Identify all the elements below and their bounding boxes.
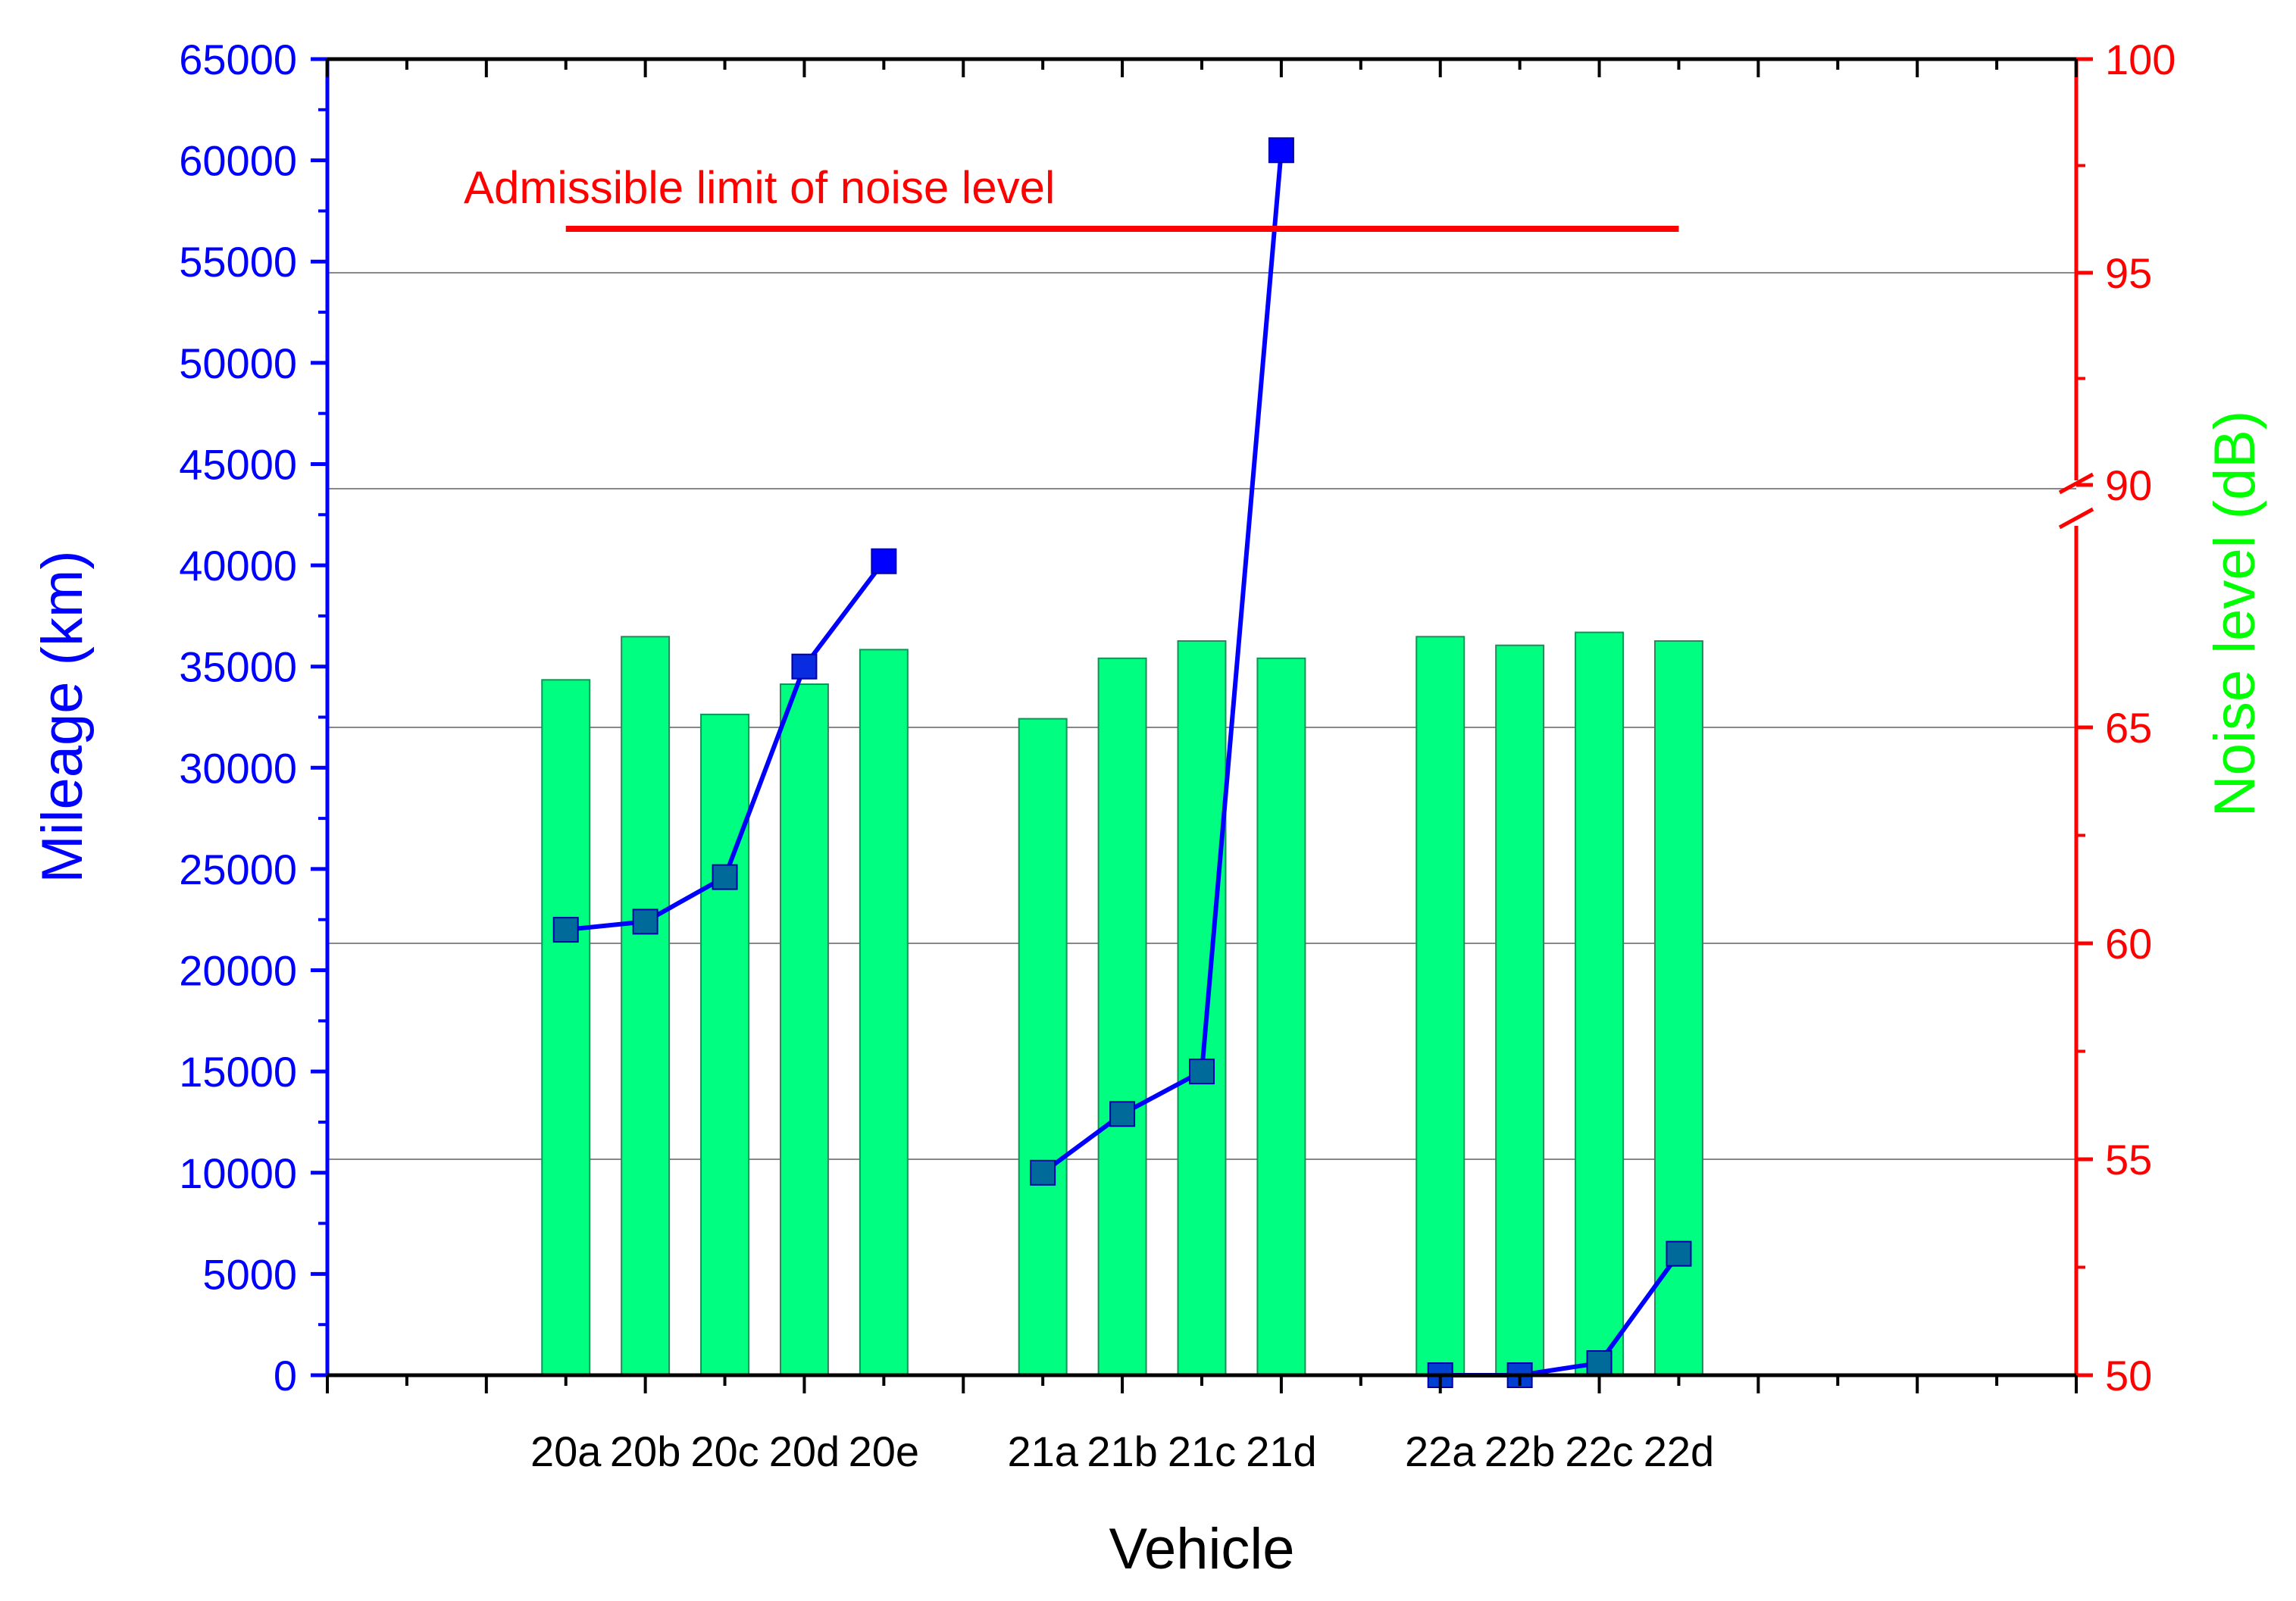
x-tick-label-22b: 22b [1484,1427,1555,1475]
y-left-tick-label-60000: 60000 [179,137,297,185]
y-left-tick-label-55000: 55000 [179,238,297,286]
x-tick-label-21c: 21c [1168,1427,1236,1475]
y-right-tick-label-95: 95 [2105,249,2152,297]
bar-22a [1415,636,1465,1376]
y-left-tick-label-15000: 15000 [179,1048,297,1096]
y-right-tick-label-100: 100 [2105,36,2176,83]
y-left-tick-label-40000: 40000 [179,542,297,589]
bar-21c [1177,640,1227,1376]
axis-titles: Vehicle Mileage (km) Noise level (dB) Ad… [30,162,2267,1581]
bar-22b [1495,644,1545,1376]
x-axis-title: Vehicle [1109,1517,1294,1581]
y-left-tick-label-45000: 45000 [179,440,297,488]
y-axis-right-title: Noise level (dB) [2203,411,2267,817]
mileage-point-21c [1189,1058,1215,1085]
limit-annotation: Admissible limit of noise level [464,162,1055,213]
x-tick-label-22d: 22d [1644,1427,1714,1475]
y-right-tick-label-60: 60 [2105,920,2152,968]
x-tick-label-21a: 21a [1007,1427,1078,1475]
x-tick-label-21b: 21b [1087,1427,1157,1475]
y-left-tick-label-50000: 50000 [179,339,297,387]
x-tick-label-20a: 20a [530,1427,602,1475]
x-tick-label-20c: 20c [690,1427,759,1475]
mileage-point-22d [1666,1240,1692,1267]
bar-21d [1256,657,1306,1376]
mileage-point-20b [632,908,658,935]
y-left-tick-label-65000: 65000 [179,36,297,83]
mileage-point-21b [1109,1101,1136,1127]
bar-22c [1575,631,1625,1376]
x-tick-label-20d: 20d [769,1427,840,1475]
bar-21b [1097,657,1147,1376]
mileage-point-20e [871,548,897,574]
y-left-tick-label-10000: 10000 [179,1149,297,1197]
mileage-markers [552,137,1692,1388]
mileage-line-segment-2 [1041,149,1284,1175]
y-left-tick-label-0: 0 [274,1352,297,1399]
mileage-point-20c [712,864,738,890]
mileage-point-21a [1030,1159,1056,1186]
x-tick-label-22a: 22a [1405,1427,1476,1475]
mileage-point-21d [1268,137,1294,164]
mileage-point-20d [791,653,818,680]
y-left-tick-label-30000: 30000 [179,744,297,792]
bar-20e [859,649,909,1376]
y-right-tick-label-50: 50 [2105,1352,2152,1399]
bar-20d [779,683,829,1376]
mileage-point-20a [552,917,579,943]
x-tick-label-20b: 20b [610,1427,680,1475]
x-tick-label-22c: 22c [1565,1427,1633,1475]
mileage-line-segment-3 [1440,1252,1681,1377]
tick-labels: 0 5000 10000 15000 20000 25000 30000 35000 40000… [179,36,2176,1475]
noise-bars [541,631,1703,1376]
tick-marks [311,57,2093,1393]
y-right-tick-label-90: 90 [2105,461,2152,509]
axis-break-mark-2 [2058,507,2094,530]
bar-20a [541,679,591,1376]
y-right-tick-label-55: 55 [2105,1136,2152,1184]
y-left-tick-label-25000: 25000 [179,846,297,893]
y-left-tick-label-35000: 35000 [179,643,297,691]
bar-21a [1018,718,1068,1376]
bar-20c [700,713,750,1376]
y-right-tick-label-65: 65 [2105,704,2152,752]
bar-20b [621,636,671,1376]
y-left-tick-label-20000: 20000 [179,947,297,995]
x-tick-label-20e: 20e [849,1427,919,1475]
y-axis-left-title: Mileage (km) [30,550,95,883]
mileage-point-22c [1586,1349,1613,1376]
y-left-tick-label-5000: 5000 [202,1250,297,1298]
x-tick-label-21d: 21d [1246,1427,1316,1475]
